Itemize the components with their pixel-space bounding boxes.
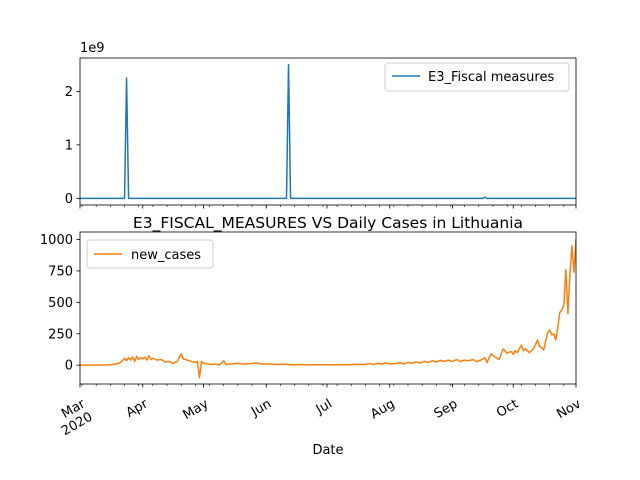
- top-y-ticks: 0 1 2: [65, 85, 80, 207]
- bottom-axes-frame: [79, 231, 577, 385]
- top-series-line: [80, 63, 576, 200]
- bottom-series-lines: [80, 238, 576, 379]
- bottom-legend-box: [86, 239, 214, 269]
- top-axes-frame: [79, 57, 577, 206]
- bottom-y-tick-label: 750: [48, 264, 73, 279]
- bottom-y-ticks: 0 250 500 750 1000: [40, 233, 80, 374]
- top-legend-label: E3_Fiscal measures: [428, 70, 554, 85]
- top-series-lines: [80, 63, 576, 200]
- bottom-legend-label: new_cases: [131, 248, 201, 263]
- bottom-x-tick-label: Jul: [313, 397, 335, 418]
- top-y-multiplier-label: 1e9: [80, 41, 105, 56]
- bottom-y-tick-label: 500: [48, 296, 73, 311]
- bottom-y-tick-label: 250: [48, 327, 73, 342]
- top-legend: E3_Fiscal measures: [384, 62, 570, 92]
- top-y-tick-label: 2: [65, 85, 73, 100]
- top-axes: 1e9 0 1 2 E3_Fiscal measures: [65, 41, 577, 209]
- bottom-legend: new_cases: [86, 239, 214, 269]
- bottom-y-tick-label: 0: [65, 359, 73, 374]
- top-legend-box: [384, 62, 570, 92]
- bottom-y-tick-label: 1000: [40, 233, 73, 248]
- bottom-x-axis-label: Date: [312, 443, 343, 458]
- bottom-chart-title: E3_FISCAL_MEASURES VS Daily Cases in Lit…: [133, 214, 523, 233]
- bottom-series-line: [80, 238, 576, 379]
- top-y-tick-label: 0: [65, 192, 73, 207]
- bottom-axes: E3_FISCAL_MEASURES VS Daily Cases in Lit…: [40, 214, 584, 458]
- top-y-tick-label: 1: [65, 138, 73, 153]
